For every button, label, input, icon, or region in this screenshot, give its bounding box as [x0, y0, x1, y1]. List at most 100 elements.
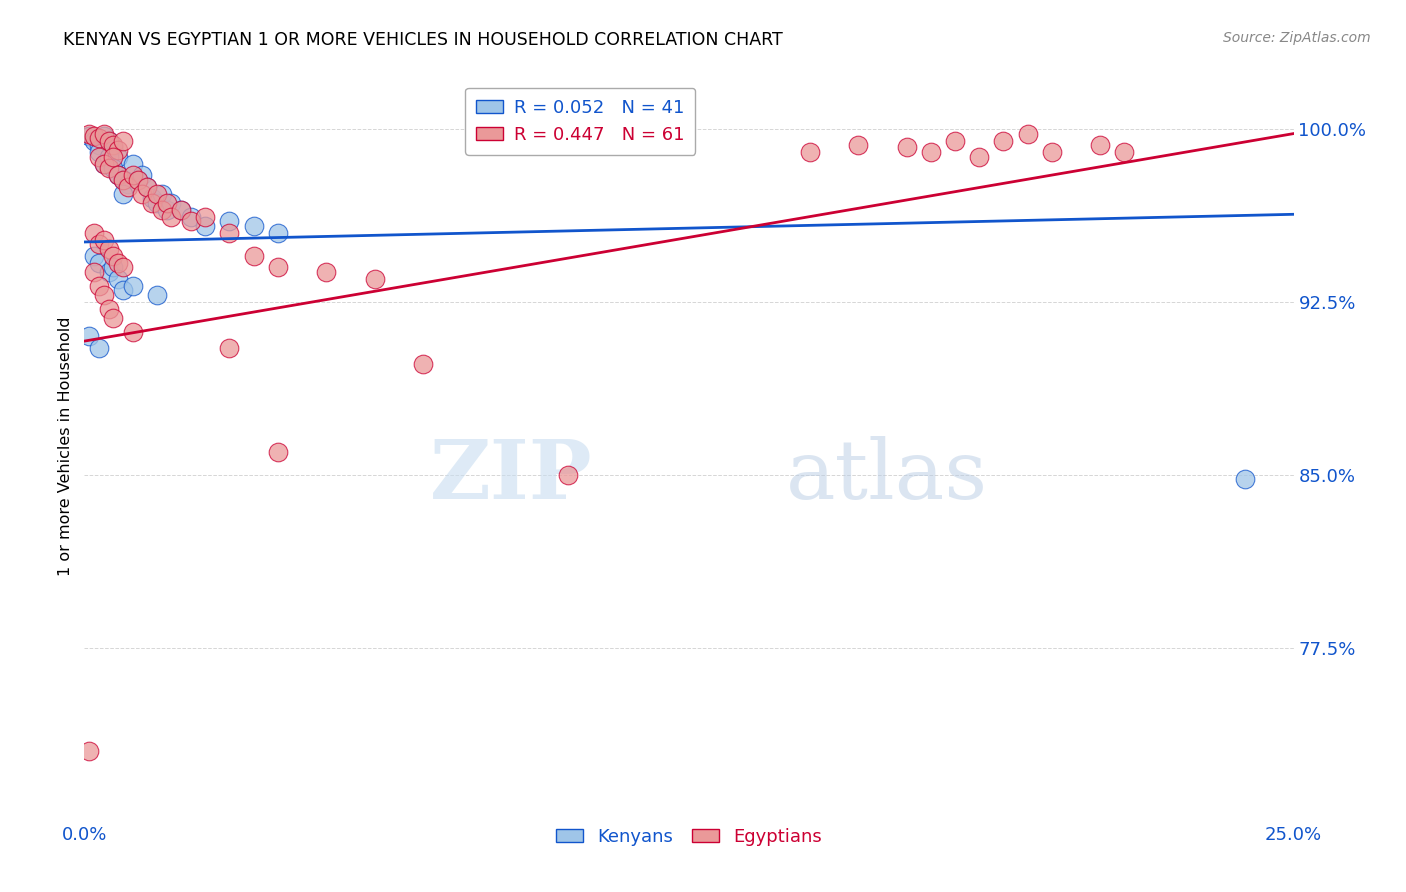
Point — [218, 341, 240, 355]
Point — [97, 265, 120, 279]
Point — [103, 249, 125, 263]
Point — [112, 172, 135, 186]
Text: Source: ZipAtlas.com: Source: ZipAtlas.com — [1223, 31, 1371, 45]
Point — [93, 128, 115, 143]
Point — [993, 134, 1015, 148]
Text: atlas: atlas — [786, 436, 988, 516]
Point — [180, 210, 202, 224]
Point — [218, 214, 240, 228]
Point — [150, 202, 173, 217]
Point — [83, 134, 105, 148]
Point — [242, 219, 264, 233]
Point — [93, 233, 115, 247]
Point — [117, 178, 139, 192]
Point — [1234, 472, 1257, 486]
Point — [117, 179, 139, 194]
Point — [87, 237, 110, 252]
Point — [97, 134, 120, 148]
Point — [87, 256, 110, 270]
Point — [121, 325, 143, 339]
Point — [97, 134, 120, 148]
Point — [112, 260, 135, 275]
Point — [107, 272, 129, 286]
Point — [97, 242, 120, 256]
Point — [87, 145, 110, 159]
Point — [412, 357, 434, 371]
Point — [93, 288, 115, 302]
Point — [121, 278, 143, 293]
Point — [97, 150, 120, 164]
Point — [77, 127, 100, 141]
Point — [1088, 138, 1111, 153]
Legend: Kenyans, Egyptians: Kenyans, Egyptians — [548, 821, 830, 853]
Point — [194, 210, 217, 224]
Point — [77, 128, 100, 143]
Point — [83, 226, 105, 240]
Point — [107, 168, 129, 182]
Point — [93, 156, 115, 170]
Point — [267, 260, 290, 275]
Point — [146, 195, 169, 210]
Point — [87, 150, 110, 164]
Point — [112, 284, 135, 298]
Point — [146, 288, 169, 302]
Point — [97, 301, 120, 316]
Point — [103, 161, 125, 176]
Point — [218, 226, 240, 240]
Text: KENYAN VS EGYPTIAN 1 OR MORE VEHICLES IN HOUSEHOLD CORRELATION CHART: KENYAN VS EGYPTIAN 1 OR MORE VEHICLES IN… — [63, 31, 783, 49]
Point — [112, 172, 135, 186]
Point — [103, 260, 125, 275]
Point — [93, 156, 115, 170]
Point — [267, 444, 290, 458]
Point — [107, 143, 129, 157]
Point — [93, 127, 115, 141]
Point — [83, 265, 105, 279]
Point — [77, 329, 100, 343]
Point — [131, 186, 153, 201]
Point — [150, 186, 173, 201]
Point — [121, 168, 143, 182]
Point — [315, 265, 337, 279]
Point — [155, 202, 177, 217]
Point — [799, 145, 821, 159]
Point — [103, 311, 125, 326]
Y-axis label: 1 or more Vehicles in Household: 1 or more Vehicles in Household — [58, 317, 73, 575]
Point — [194, 219, 217, 233]
Point — [127, 172, 149, 186]
Point — [920, 145, 942, 159]
Point — [107, 168, 129, 182]
Point — [127, 172, 149, 186]
Point — [267, 226, 290, 240]
Point — [141, 191, 163, 205]
Point — [136, 179, 159, 194]
Point — [1017, 127, 1039, 141]
Point — [77, 744, 100, 758]
Point — [242, 249, 264, 263]
Point — [170, 202, 193, 217]
Point — [846, 138, 869, 153]
Point — [103, 138, 125, 153]
Point — [146, 186, 169, 201]
Point — [87, 341, 110, 355]
Point — [103, 140, 125, 154]
Point — [557, 467, 579, 482]
Point — [1040, 145, 1063, 159]
Point — [103, 150, 125, 164]
Point — [1114, 145, 1136, 159]
Point — [170, 202, 193, 217]
Point — [136, 179, 159, 194]
Point — [160, 195, 183, 210]
Point — [141, 195, 163, 210]
Point — [83, 128, 105, 143]
Point — [943, 134, 966, 148]
Point — [87, 131, 110, 145]
Point — [83, 249, 105, 263]
Point — [180, 214, 202, 228]
Point — [155, 195, 177, 210]
Text: ZIP: ZIP — [430, 436, 592, 516]
Point — [363, 272, 385, 286]
Point — [160, 210, 183, 224]
Point — [107, 150, 129, 164]
Point — [121, 156, 143, 170]
Point — [112, 186, 135, 201]
